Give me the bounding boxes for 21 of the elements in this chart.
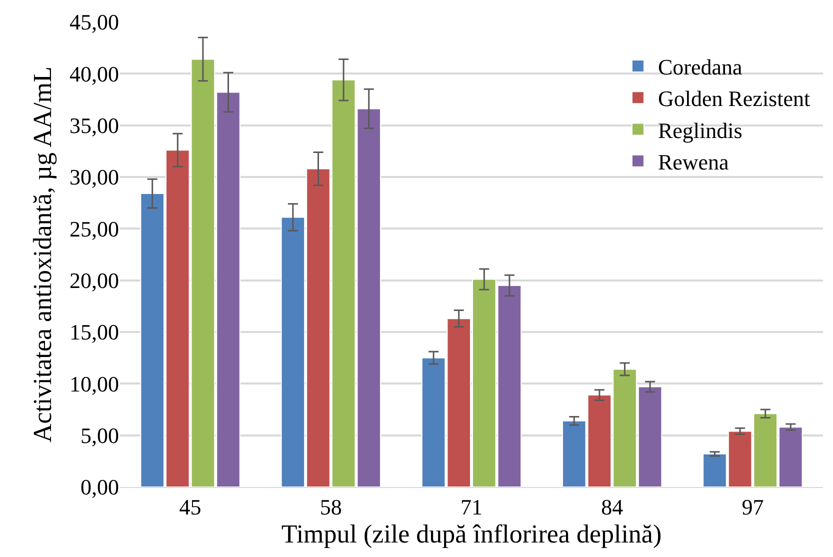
legend-label: Reglindis — [658, 118, 742, 143]
y-axis-title: Activitatea antioxidantă, µg AA/mL — [28, 66, 57, 442]
y-tick-label: 0,00 — [80, 474, 119, 500]
y-tick-label: 40,00 — [70, 61, 119, 86]
y-tick-label: 10,00 — [70, 371, 119, 396]
x-axis-title: Timpul (zile după înflorirea deplină) — [281, 519, 662, 548]
legend-label: Golden Rezistent — [658, 86, 810, 112]
y-tick-label: 35,00 — [70, 113, 119, 138]
legend-label: Rewena — [658, 149, 730, 174]
x-tick-label: 97 — [742, 494, 764, 520]
y-tick-label: 15,00 — [70, 320, 119, 345]
y-tick-label: 25,00 — [70, 216, 119, 242]
y-tick-label: 30,00 — [70, 164, 119, 190]
legend-label: Coredana — [658, 54, 742, 80]
y-tick-label: 20,00 — [70, 268, 119, 294]
x-tick-label: 84 — [601, 494, 624, 520]
x-tick-label: 58 — [320, 494, 342, 520]
x-tick-label: 71 — [460, 494, 482, 520]
y-tick-label: 45,00 — [70, 10, 119, 35]
y-tick-label: 5,00 — [80, 423, 119, 448]
x-tick-label: 45 — [179, 494, 202, 520]
